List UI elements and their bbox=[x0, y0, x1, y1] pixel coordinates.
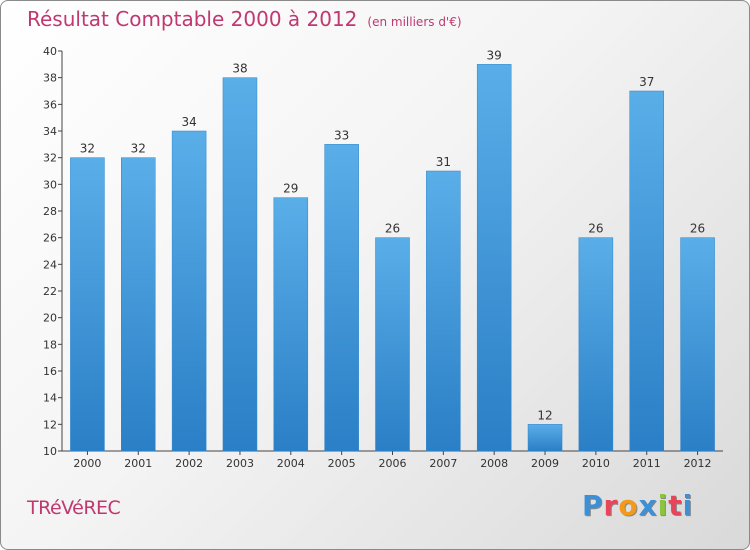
y-tick-label: 30 bbox=[43, 178, 57, 191]
x-tick-label: 2004 bbox=[277, 457, 305, 470]
x-tick-label: 2002 bbox=[175, 457, 203, 470]
bar-value-label: 37 bbox=[639, 75, 654, 89]
bar-value-label: 31 bbox=[436, 155, 451, 169]
bar bbox=[476, 64, 512, 452]
x-tick-label: 2000 bbox=[73, 457, 101, 470]
chart-data-labels: 32 32 34 38 29 33 26 31 39 12 26 37 26 bbox=[80, 48, 705, 422]
bar bbox=[121, 157, 156, 452]
city-name: TRéVéREC bbox=[27, 497, 121, 519]
y-tick-label: 26 bbox=[43, 232, 57, 245]
chart-bars bbox=[70, 64, 715, 452]
x-tick-label: 2007 bbox=[429, 457, 457, 470]
bar bbox=[426, 170, 461, 452]
x-tick-label: 2008 bbox=[480, 457, 508, 470]
bar bbox=[375, 237, 410, 452]
x-tick-label: 2005 bbox=[328, 457, 356, 470]
logo-letter: t bbox=[668, 489, 683, 522]
y-tick-label: 34 bbox=[43, 125, 57, 138]
y-tick-label: 32 bbox=[43, 152, 57, 165]
x-tick-label: 2012 bbox=[684, 457, 712, 470]
x-tick-label: 2009 bbox=[531, 457, 559, 470]
chart-subtitle: (en milliers d'€) bbox=[367, 15, 462, 29]
y-tick-label: 22 bbox=[43, 285, 57, 298]
y-tick-label: 14 bbox=[43, 392, 57, 405]
logo-letter: i bbox=[682, 489, 694, 522]
y-tick-label: 20 bbox=[43, 312, 57, 325]
bar bbox=[324, 144, 359, 452]
bar bbox=[629, 90, 664, 452]
bar-value-label: 12 bbox=[537, 408, 552, 422]
x-tick-label: 2003 bbox=[226, 457, 254, 470]
bar-value-label: 32 bbox=[131, 142, 146, 156]
bar-value-label: 26 bbox=[588, 222, 603, 236]
logo-letter: i bbox=[657, 489, 669, 522]
y-tick-label: 36 bbox=[43, 98, 57, 111]
logo-letter: x bbox=[638, 489, 658, 522]
y-tick-label: 28 bbox=[43, 205, 57, 218]
y-tick-label: 24 bbox=[43, 258, 57, 271]
bar-value-label: 39 bbox=[487, 48, 502, 62]
logo-letter: P bbox=[582, 489, 604, 522]
y-tick-label: 12 bbox=[43, 418, 57, 431]
bar bbox=[680, 237, 715, 452]
bar bbox=[171, 130, 207, 452]
x-tick-label: 2006 bbox=[379, 457, 407, 470]
bar-value-label: 33 bbox=[334, 128, 349, 142]
x-tick-label: 2001 bbox=[124, 457, 152, 470]
bar bbox=[70, 157, 105, 452]
bar-value-label: 26 bbox=[690, 222, 705, 236]
bar bbox=[527, 424, 563, 452]
bar-value-label: 26 bbox=[385, 222, 400, 236]
proxiti-logo: Proxiti bbox=[582, 489, 693, 522]
title-text: Résultat Comptable 2000 à 2012 bbox=[27, 7, 358, 31]
bar-value-label: 29 bbox=[283, 182, 298, 196]
bar-value-label: 32 bbox=[80, 142, 95, 156]
bar-value-label: 34 bbox=[181, 115, 196, 129]
y-tick-label: 18 bbox=[43, 338, 57, 351]
bar bbox=[222, 77, 258, 452]
y-tick-label: 40 bbox=[43, 45, 57, 58]
y-tick-label: 16 bbox=[43, 365, 57, 378]
x-tick-label: 2011 bbox=[633, 457, 661, 470]
bar bbox=[273, 197, 309, 452]
bar-value-label: 38 bbox=[232, 62, 247, 76]
logo-letter: r bbox=[603, 489, 619, 522]
y-tick-label: 10 bbox=[43, 445, 57, 458]
chart-title: Résultat Comptable 2000 à 2012 (en millie… bbox=[27, 7, 462, 31]
y-tick-label: 38 bbox=[43, 72, 57, 85]
bar bbox=[578, 237, 614, 452]
x-tick-label: 2010 bbox=[582, 457, 610, 470]
logo-letter: o bbox=[618, 489, 639, 522]
chart-axes: 10 12 14 16 18 20 22 24 26 28 30 32 34 36 38 40 2000 2001… bbox=[43, 45, 723, 470]
